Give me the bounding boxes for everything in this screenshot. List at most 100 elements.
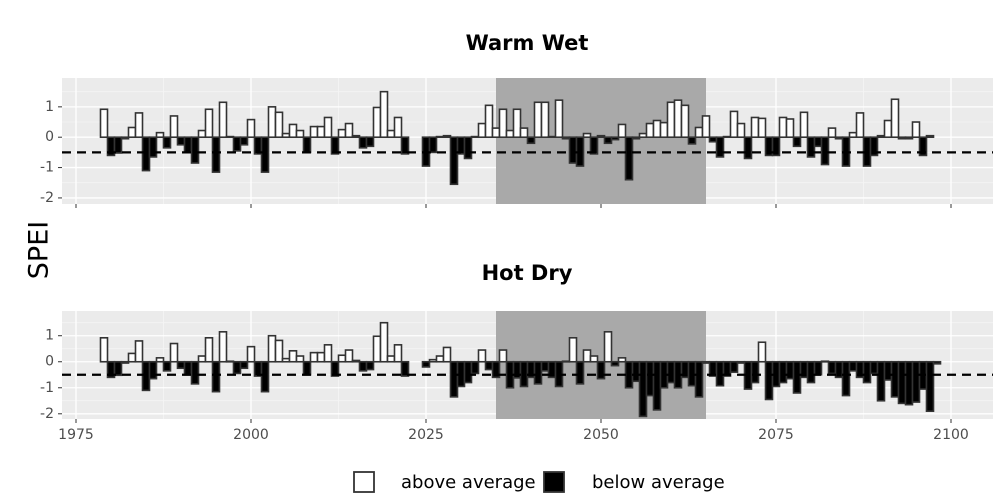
spei-bar (491, 127, 501, 139)
spei-bar (792, 136, 802, 148)
spei-bar (778, 116, 788, 139)
spei-bar (890, 360, 900, 398)
spei-bar (778, 360, 788, 384)
spei-bar (820, 136, 830, 166)
spei-bar (337, 354, 347, 363)
spei-bar (267, 334, 277, 363)
spei-bar (785, 360, 795, 380)
spei-bar (813, 136, 823, 148)
spei-bar (99, 337, 109, 363)
spei-bar (624, 136, 634, 181)
spei-bar (113, 136, 123, 154)
spei-bar (589, 355, 599, 363)
spei-bar (687, 136, 697, 145)
spei-bar (379, 90, 389, 139)
spei-bar (204, 337, 214, 363)
spei-bar (596, 360, 606, 380)
spei-bar (652, 360, 662, 411)
spei-bar (260, 360, 270, 393)
spei-bar (218, 101, 228, 139)
spei-bar (246, 345, 256, 363)
spei-bar (232, 360, 242, 375)
spei-bar (855, 112, 865, 139)
spei-bar (820, 360, 830, 363)
spei-bar (932, 360, 942, 365)
spei-bar (190, 360, 200, 385)
spei-bar (141, 136, 151, 172)
spei-bar (834, 136, 844, 140)
spei-bar (631, 360, 641, 383)
spei-bar (869, 360, 879, 375)
spei-bar (393, 116, 403, 139)
spei-bar (113, 360, 123, 377)
spei-bar (169, 342, 179, 363)
spei-bar (477, 349, 487, 363)
spei-bar (498, 108, 508, 139)
spei-bar (274, 339, 284, 363)
spei-bar (624, 360, 634, 389)
spei-bar (134, 340, 144, 363)
spei-bar (610, 136, 620, 141)
spei-bar (526, 136, 536, 145)
spei-bar (666, 360, 676, 384)
spei-bar (470, 135, 480, 139)
legend-label-below-average: below average (592, 472, 725, 493)
spei-bar (729, 360, 739, 373)
spei-bar (295, 129, 305, 139)
spei-bar (694, 360, 704, 398)
spei-bar (288, 350, 298, 363)
y-tick-label: 0 (45, 129, 54, 145)
y-tick-label: 1 (45, 328, 54, 344)
spei-bar (344, 349, 354, 363)
spei-bar (281, 357, 291, 363)
spei-bar (358, 136, 368, 149)
spei-bar (848, 360, 858, 372)
spei-bar (463, 136, 473, 160)
spei-bar (680, 104, 690, 139)
spei-bar (99, 108, 109, 139)
spei-bar (162, 136, 172, 149)
spei-bar (904, 136, 914, 140)
legend-key-above-average (353, 471, 375, 493)
spei-bar (225, 360, 235, 363)
x-tick-label: 2050 (583, 427, 619, 443)
spei-bar (421, 360, 431, 368)
spei-bar (652, 119, 662, 139)
spei-bar (617, 123, 627, 139)
spei-bar (876, 360, 886, 402)
spei-bar (120, 136, 130, 140)
spei-bar (323, 344, 333, 363)
spei-bar (316, 351, 326, 363)
spei-bar (197, 129, 207, 139)
spei-bar (274, 111, 284, 139)
spei-bar (701, 115, 711, 139)
spei-bar (155, 357, 165, 363)
spei-bar (330, 136, 340, 155)
spei-bar (911, 121, 921, 139)
spei-bar (806, 360, 816, 384)
spei-bar (897, 360, 907, 405)
x-tick-label: 2000 (233, 427, 269, 443)
spei-bar (337, 128, 347, 139)
spei-bar (610, 360, 620, 367)
spei-bar (386, 355, 396, 363)
spei-bar (883, 360, 893, 381)
spei-bar (344, 122, 354, 139)
spei-bar (785, 118, 795, 139)
spei-bar (120, 360, 130, 364)
spei-bar (281, 132, 291, 139)
spei-bar (757, 117, 767, 139)
spei-bar (806, 136, 816, 158)
y-tick-label: -1 (40, 380, 54, 396)
spei-bar (799, 111, 809, 139)
spei-bar (631, 136, 641, 140)
spei-bar (148, 136, 158, 158)
spei-bar (211, 360, 221, 393)
legend-key-below-average (543, 471, 565, 493)
spei-bar (925, 360, 935, 412)
spei-bar (519, 360, 529, 388)
spei-bar (169, 115, 179, 139)
spei-bar (484, 104, 494, 139)
spei-bar (428, 358, 438, 363)
spei-bar (540, 101, 550, 139)
